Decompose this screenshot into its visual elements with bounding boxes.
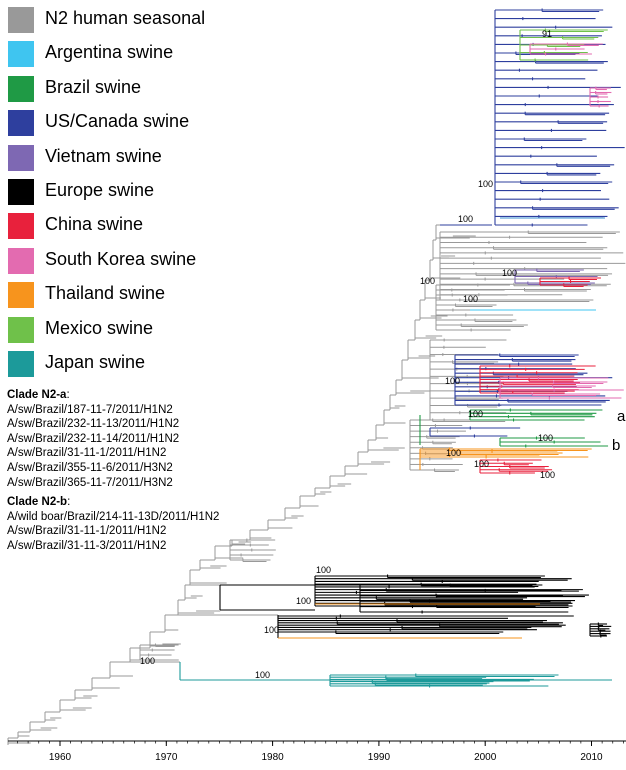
- clade-n2a-list: Clade N2-a: A/sw/Brazil/187-11-7/2011/H1…: [7, 388, 219, 490]
- bootstrap-value: 100: [420, 276, 435, 286]
- axis-tick-label: 2000: [474, 752, 497, 763]
- legend-swatch: [8, 75, 34, 102]
- legend-item: Mexico swine: [8, 316, 308, 343]
- bootstrap-value: 100: [446, 448, 461, 458]
- legend-swatch: [8, 213, 34, 240]
- clade-lists: Clade N2-a: A/sw/Brazil/187-11-7/2011/H1…: [7, 388, 219, 559]
- legend-item: Europe swine: [8, 179, 308, 205]
- legend-swatch: [8, 41, 34, 68]
- legend-item: Japan swine: [8, 351, 308, 377]
- clade-n2a-strain: A/sw/Brazil/232-11-13/2011/H1N2: [7, 418, 180, 431]
- clade-n2b-heading: Clade N2-b:: [7, 495, 219, 510]
- legend-item: Brazil swine: [8, 75, 308, 102]
- clade-n2b-colon: :: [67, 496, 71, 509]
- bootstrap-values: 91 100 100 100 100 100 100 100 100 100 100 100 100 10…: [140, 29, 626, 680]
- bootstrap-value: 91: [542, 29, 552, 39]
- clade-n2b-strain: A/wild boar/Brazil/214-11-13D/2011/H1N2: [7, 510, 220, 523]
- clade-n2a-strain: A/sw/Brazil/31-11-1/2011/H1N2: [7, 447, 167, 460]
- legend-label: China swine: [45, 214, 144, 235]
- bootstrap-value: 100: [458, 214, 473, 224]
- legend-label: Mexico swine: [45, 317, 154, 338]
- axis-tick-label: 1970: [155, 752, 178, 763]
- clade-n2a-heading: Clade N2-a:: [7, 388, 219, 403]
- legend-swatch: [8, 282, 34, 309]
- legend-label: Argentina swine: [45, 42, 174, 63]
- legend-item: Vietnam swine: [8, 144, 308, 171]
- legend-swatch: [8, 316, 34, 343]
- legend-label: Brazil swine: [45, 76, 142, 97]
- clade-n2b-strain: A/sw/Brazil/31-11-3/2011/H1N2: [7, 539, 167, 552]
- legend-label: Thailand swine: [45, 283, 166, 304]
- clade-n2a-strain: A/sw/Brazil/355-11-6/2011/H3N2: [7, 461, 173, 474]
- legend-item: South Korea swine: [8, 247, 308, 274]
- legend-label: US/Canada swine: [45, 111, 190, 132]
- time-axis: 1960 1970 1980 1990 2000 2010: [8, 740, 626, 763]
- legend-label: Europe swine: [45, 180, 155, 200]
- legend-item: Thailand swine: [8, 282, 308, 309]
- axis-tick-label: 1980: [261, 752, 284, 763]
- bootstrap-value: 100: [540, 470, 555, 480]
- bootstrap-value: 100: [255, 670, 270, 680]
- bootstrap-value: 100: [502, 268, 517, 278]
- legend-swatch: [8, 247, 34, 274]
- clade-n2b-list: Clade N2-b: A/wild boar/Brazil/214-11-13…: [7, 495, 219, 553]
- axis-tick-label: 2010: [580, 752, 603, 763]
- clade-n2b-title: Clade N2-b: [7, 496, 68, 509]
- clade-n2a-colon: :: [66, 389, 70, 401]
- clade-n2a-strain: A/sw/Brazil/187-11-7/2011/H1N2: [7, 403, 173, 416]
- bootstrap-value: 100: [316, 565, 331, 575]
- legend-item: Argentina swine: [8, 41, 308, 68]
- axis-tick-label: 1960: [49, 752, 72, 763]
- legend-label: Vietnam swine: [45, 145, 162, 166]
- swine-clades: [179, 8, 625, 688]
- bootstrap-value: 100: [140, 656, 155, 666]
- bootstrap-value: 100: [538, 433, 553, 443]
- legend-label: Japan swine: [45, 352, 146, 372]
- bootstrap-value: 100: [296, 596, 311, 606]
- legend-item: US/Canada swine: [8, 110, 308, 137]
- axis-tick-label: 1990: [368, 752, 391, 763]
- legend-swatch: [8, 7, 34, 33]
- clade-n2a-strain: A/sw/Brazil/365-11-7/2011/H3N2: [7, 476, 173, 489]
- legend-label: South Korea swine: [45, 248, 197, 269]
- human-seasonal-backbone: [7, 224, 626, 745]
- legend-label: N2 human seasonal: [45, 8, 206, 28]
- clade-n2a-strain: A/sw/Brazil/232-11-14/2011/H1N2: [7, 432, 180, 445]
- bootstrap-value: 100: [468, 409, 483, 419]
- legend-swatch: [8, 179, 34, 205]
- legend-swatch: [8, 351, 34, 377]
- bootstrap-value: 100: [264, 625, 279, 635]
- legend-swatch: [8, 144, 34, 171]
- clade-n2a-title: Clade N2-a: [7, 389, 67, 401]
- legend-item: China swine: [8, 213, 308, 240]
- bootstrap-value: 100: [463, 294, 478, 304]
- clade-n2b-strain: A/sw/Brazil/31-11-1/2011/H1N2: [7, 525, 167, 538]
- clade-marker-a: a: [617, 408, 626, 425]
- bootstrap-value: 100: [478, 179, 493, 189]
- clade-marker-b: b: [612, 437, 620, 454]
- legend-swatch: [8, 110, 34, 137]
- bootstrap-value: 100: [474, 459, 489, 469]
- bootstrap-value: 100: [445, 376, 460, 386]
- legend-item: N2 human seasonal: [8, 7, 308, 33]
